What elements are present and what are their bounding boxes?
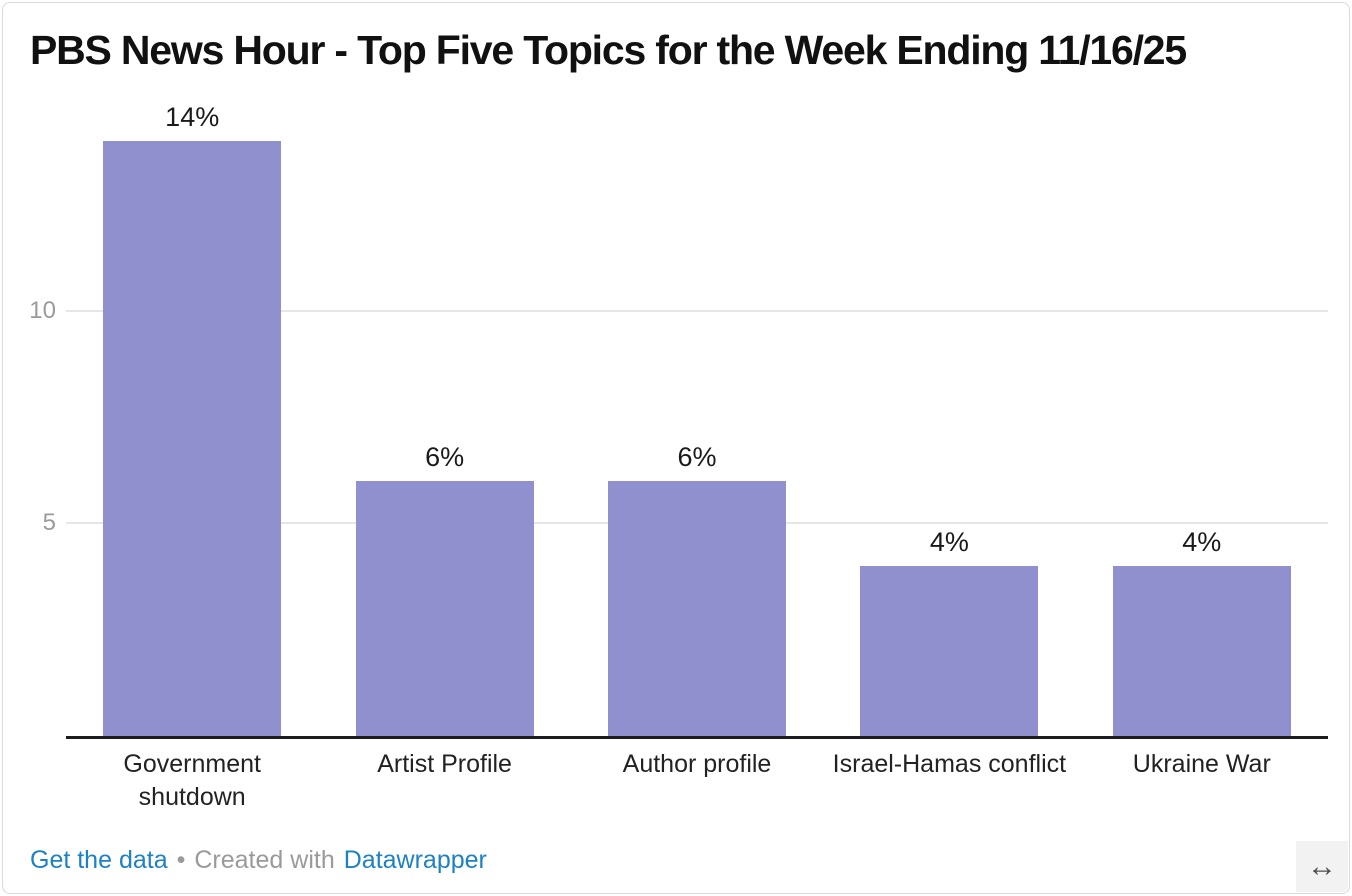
x-axis-category-label: Israel-Hamas conflict [832,750,1067,778]
x-axis-category-label: Government shutdown [123,750,261,811]
y-axis-tick-label: 10 [29,296,56,324]
bar [1112,565,1291,736]
get-the-data-link[interactable]: Get the data [30,846,168,874]
plot-area: 5 10 14% Government shutdown 6% Artist Profil… [29,98,1328,811]
chart-title: PBS News Hour - Top Five Topics for the … [30,27,1187,73]
resize-handle-button[interactable]: ↔ [1296,841,1348,892]
bar-value-label: 6% [677,441,717,472]
bar [103,140,282,736]
footer-created-with-text: Created with [194,846,335,874]
x-axis-category-label: Ukraine War [1132,750,1271,778]
x-axis-category-label: Author profile [622,750,772,778]
bar [355,480,534,736]
footer: Get the data • Created with Datawrapper [30,846,487,875]
x-axis-category-label: Artist Profile [377,750,512,778]
datawrapper-link[interactable]: Datawrapper [343,846,487,874]
footer-separator: • [176,846,186,874]
bar [608,480,786,736]
x-axis-line [66,736,1328,739]
bar [860,565,1039,736]
left-right-arrow-icon: ↔ [1307,849,1337,883]
bar-value-label: 4% [929,526,969,557]
bar-value-label: 6% [425,441,465,472]
gridline [66,309,1328,312]
bar-value-label: 4% [1182,526,1222,557]
y-axis-tick-label: 5 [42,509,56,537]
bar-value-label: 14% [165,101,220,132]
